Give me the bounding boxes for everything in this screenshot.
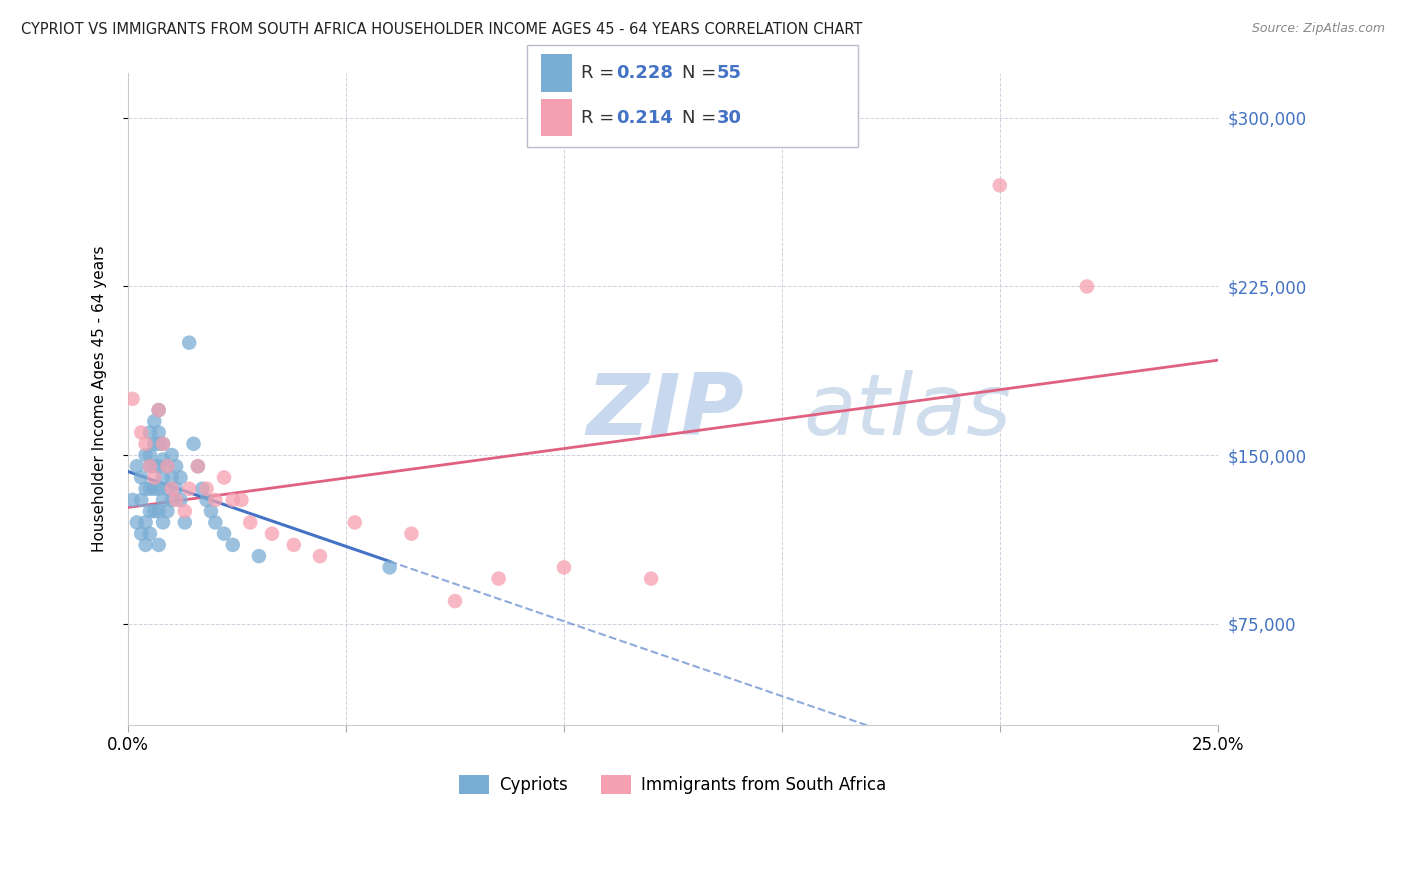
Point [143, 482, 166, 496]
Point [139, 425, 162, 440]
Point [152, 492, 174, 507]
Point [152, 452, 174, 467]
Point [152, 470, 174, 484]
Point [173, 504, 195, 518]
Point [231, 492, 253, 507]
Point [143, 504, 166, 518]
Point [139, 526, 162, 541]
Point [488, 572, 510, 586]
Point [148, 425, 170, 440]
Point [129, 526, 152, 541]
Text: Source: ZipAtlas.com: Source: ZipAtlas.com [1251, 22, 1385, 36]
Point [553, 560, 575, 574]
Point [143, 470, 166, 484]
Y-axis label: Householder Income Ages 45 - 64 years: Householder Income Ages 45 - 64 years [93, 245, 107, 552]
Text: 0.214: 0.214 [616, 109, 672, 127]
Point [222, 492, 245, 507]
Point [165, 492, 187, 507]
Point [212, 526, 235, 541]
Point [212, 470, 235, 484]
Point [148, 437, 170, 451]
Point [139, 482, 162, 496]
Point [143, 459, 166, 474]
Point [156, 459, 179, 474]
Point [121, 492, 143, 507]
Point [152, 516, 174, 530]
Point [283, 538, 305, 552]
Point [148, 538, 170, 552]
Point [135, 538, 157, 552]
Point [165, 482, 187, 496]
Text: atlas: atlas [804, 370, 1012, 453]
Point [401, 526, 423, 541]
Point [169, 470, 191, 484]
Legend: Cypriots, Immigrants from South Africa: Cypriots, Immigrants from South Africa [453, 769, 893, 801]
Point [165, 459, 187, 474]
Point [160, 492, 183, 507]
Point [135, 482, 157, 496]
Point [148, 403, 170, 417]
Point [121, 392, 143, 406]
Point [204, 492, 226, 507]
Point [152, 437, 174, 451]
Point [1076, 279, 1098, 293]
Point [143, 437, 166, 451]
Point [148, 459, 170, 474]
Text: N =: N = [682, 109, 721, 127]
Point [129, 492, 152, 507]
Point [195, 482, 218, 496]
Point [156, 459, 179, 474]
Point [222, 538, 245, 552]
Point [139, 448, 162, 462]
Point [187, 459, 209, 474]
Point [139, 459, 162, 474]
Point [148, 403, 170, 417]
Point [125, 459, 148, 474]
Point [160, 470, 183, 484]
Point [143, 414, 166, 428]
Point [247, 549, 270, 563]
Point [135, 516, 157, 530]
Point [239, 516, 262, 530]
Point [187, 459, 209, 474]
Point [135, 448, 157, 462]
Point [135, 437, 157, 451]
Point [173, 516, 195, 530]
Point [200, 504, 222, 518]
Text: 0.228: 0.228 [616, 64, 673, 82]
Point [160, 448, 183, 462]
Point [179, 335, 201, 350]
Point [191, 482, 214, 496]
Point [169, 492, 191, 507]
Point [260, 526, 283, 541]
Point [988, 178, 1011, 193]
Point [195, 492, 218, 507]
Point [179, 482, 201, 496]
Point [378, 560, 401, 574]
Point [139, 504, 162, 518]
Text: R =: R = [581, 109, 620, 127]
Point [129, 470, 152, 484]
Point [156, 504, 179, 518]
Point [343, 516, 366, 530]
Point [139, 459, 162, 474]
Text: CYPRIOT VS IMMIGRANTS FROM SOUTH AFRICA HOUSEHOLDER INCOME AGES 45 - 64 YEARS CO: CYPRIOT VS IMMIGRANTS FROM SOUTH AFRICA … [21, 22, 862, 37]
Point [156, 482, 179, 496]
Point [183, 437, 205, 451]
Point [152, 437, 174, 451]
Text: 30: 30 [717, 109, 742, 127]
Point [640, 572, 662, 586]
Text: ZIP: ZIP [586, 370, 744, 453]
Point [204, 516, 226, 530]
Point [125, 516, 148, 530]
Point [148, 504, 170, 518]
Point [309, 549, 332, 563]
Point [444, 594, 467, 608]
Point [148, 482, 170, 496]
Text: R =: R = [581, 64, 620, 82]
Text: N =: N = [682, 64, 721, 82]
Point [129, 425, 152, 440]
Text: 55: 55 [717, 64, 742, 82]
Point [160, 482, 183, 496]
